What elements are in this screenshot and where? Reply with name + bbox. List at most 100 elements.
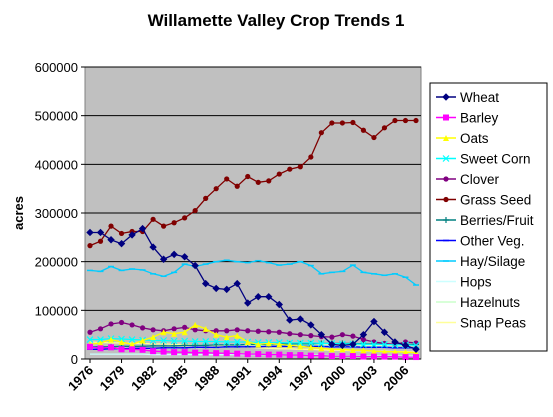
legend-marker	[443, 135, 449, 141]
data-point-oats	[244, 338, 251, 345]
data-point-berries-fruit	[223, 341, 230, 348]
data-point-wheat	[286, 316, 294, 324]
data-point-sweet-corn	[359, 340, 367, 348]
data-point-wheat	[265, 292, 273, 301]
data-point-barley	[87, 343, 93, 350]
legend-label: Berries/Fruit	[460, 213, 534, 228]
data-point-sweet-corn	[370, 340, 378, 348]
data-point-barley	[297, 352, 304, 359]
data-point-barley	[370, 353, 377, 360]
data-point-clover	[266, 329, 272, 335]
legend-marker	[442, 155, 450, 162]
data-point-oats	[276, 341, 283, 348]
data-point-barley	[150, 348, 157, 355]
data-point-oats	[370, 348, 377, 355]
legend-label: Clover	[460, 172, 500, 187]
data-point-grass-seed	[87, 243, 93, 249]
data-point-oats	[118, 338, 125, 345]
data-point-wheat	[233, 279, 241, 288]
legend-item-sweet-corn: Sweet Corn	[436, 152, 531, 167]
data-point-wheat	[275, 300, 283, 309]
data-point-grass-seed	[413, 117, 419, 124]
data-point-barley	[328, 353, 335, 360]
data-point-clover	[129, 322, 135, 328]
data-point-berries-fruit	[234, 341, 241, 348]
data-point-grass-seed	[161, 223, 167, 229]
x-tick-label: 1985	[160, 363, 191, 394]
data-point-oats	[381, 348, 388, 355]
data-point-sweet-corn	[170, 337, 178, 345]
data-point-barley	[108, 344, 115, 351]
data-point-oats	[307, 344, 314, 351]
data-point-clover	[182, 324, 188, 330]
data-point-oats	[255, 341, 262, 348]
data-point-wheat	[254, 292, 262, 301]
data-point-barley	[223, 350, 230, 357]
x-tick-label: 1997	[286, 363, 317, 394]
x-tick-label: 2003	[349, 363, 380, 394]
data-point-oats	[97, 339, 104, 346]
data-point-barley	[139, 346, 146, 353]
data-point-clover	[360, 336, 367, 343]
y-tick-label: 500000	[35, 109, 78, 124]
series-hay-silage	[87, 259, 419, 286]
data-point-oats	[223, 334, 230, 341]
data-point-grass-seed	[339, 120, 345, 126]
data-point-barley	[318, 352, 325, 359]
legend-label: Hazelnuts	[460, 295, 520, 310]
x-tick-label: 1994	[254, 362, 286, 394]
legend-items: Wheat Barley Oats Sweet Corn Clover Grass See…	[436, 90, 534, 331]
data-point-sweet-corn	[381, 340, 388, 348]
legend-marker	[443, 196, 449, 203]
data-point-barley	[244, 351, 251, 358]
y-tick-label: 300000	[35, 206, 78, 221]
data-point-wheat	[370, 317, 378, 326]
y-tick-label: 200000	[35, 255, 78, 270]
data-point-grass-seed	[308, 154, 314, 160]
data-point-clover	[329, 334, 335, 340]
data-point-wheat	[201, 279, 210, 288]
data-point-sweet-corn	[202, 338, 210, 345]
data-point-wheat	[296, 315, 305, 323]
legend-item-snap-peas: Snap Peas	[436, 316, 526, 331]
data-point-barley	[202, 349, 209, 356]
data-point-grass-seed	[224, 176, 230, 182]
data-point-berries-fruit	[171, 342, 178, 349]
y-tick-label: 600000	[35, 60, 78, 75]
x-axis-ticks: 1976 1979 1982 1985 1988 1991 1994 1997 2000 2003…	[65, 359, 412, 394]
data-point-wheat	[401, 341, 410, 350]
data-point-oats	[202, 325, 209, 332]
data-point-oats	[328, 346, 335, 353]
data-point-wheat	[159, 255, 168, 263]
data-point-wheat	[412, 345, 420, 353]
data-point-grass-seed	[297, 164, 303, 170]
data-point-berries-fruit	[213, 341, 220, 348]
legend-item-clover: Clover	[436, 172, 500, 187]
data-point-berries-fruit	[181, 342, 188, 349]
data-point-oats	[150, 334, 157, 341]
data-point-sweet-corn	[191, 338, 199, 345]
series-layer	[86, 117, 420, 361]
data-point-barley	[97, 345, 104, 352]
x-tick-label: 1982	[128, 363, 159, 394]
data-point-wheat	[307, 321, 315, 329]
data-point-sweet-corn	[97, 336, 104, 343]
data-point-clover	[139, 325, 146, 331]
data-point-grass-seed	[118, 230, 125, 237]
data-point-grass-seed	[245, 173, 251, 180]
data-point-wheat	[338, 341, 347, 350]
legend-item-oats: Oats	[436, 131, 489, 146]
data-point-clover	[297, 332, 303, 338]
data-point-sweet-corn	[233, 338, 241, 346]
data-point-sweet-corn	[160, 337, 168, 344]
legend-item-barley: Barley	[436, 111, 499, 126]
data-point-oats	[160, 329, 167, 336]
legend-marker	[443, 217, 449, 223]
data-point-grass-seed	[150, 216, 156, 222]
data-point-clover	[213, 328, 219, 334]
x-tick-label: 1988	[191, 363, 222, 394]
legend-label: Sweet Corn	[460, 152, 531, 167]
y-tick-label: 100000	[35, 303, 78, 318]
legend-label: Hops	[460, 275, 492, 290]
data-point-clover	[118, 319, 125, 326]
